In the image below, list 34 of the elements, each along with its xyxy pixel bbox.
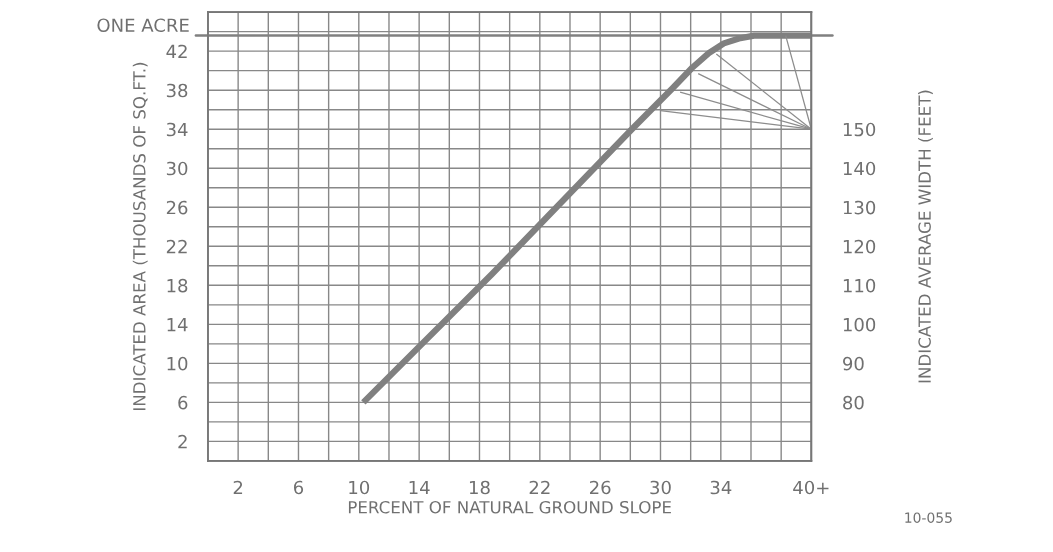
ref-line-label: ONE ACRE xyxy=(97,18,189,33)
y2-tick-label: 110 xyxy=(843,278,876,293)
x-tick-label: 22 xyxy=(529,480,550,495)
x-tick-label: 34 xyxy=(710,480,732,495)
x-tick-label: 18 xyxy=(469,480,490,495)
y-tick-label: 26 xyxy=(166,200,188,215)
y-tick-label: 6 xyxy=(178,395,188,410)
y-tick-label: 34 xyxy=(166,122,188,137)
y2-tick-label: 80 xyxy=(843,395,864,410)
y-tick-label: 30 xyxy=(166,161,188,176)
x-axis-title: PERCENT OF NATURAL GROUND SLOPE xyxy=(348,500,671,514)
y2-tick-label: 130 xyxy=(843,200,876,215)
y2-axis-title: INDICATED AVERAGE WIDTH (FEET) xyxy=(918,90,933,383)
y-tick-label: 42 xyxy=(166,44,187,59)
y-tick-label: 38 xyxy=(166,83,188,98)
y-tick-label: 18 xyxy=(167,278,188,293)
y-tick-label: 10 xyxy=(167,356,188,371)
y-axis-title: INDICATED AREA (THOUSANDS OF SQ.FT.) xyxy=(132,62,148,411)
x-tick-label: 6 xyxy=(293,480,304,495)
y-tick-label: 14 xyxy=(167,318,188,332)
x-tick-label: 30 xyxy=(650,480,671,495)
y-tick-label: 22 xyxy=(166,239,187,254)
x-tick-label: 14 xyxy=(409,480,430,495)
y2-tick-label: 140 xyxy=(843,161,876,176)
y2-tick-label: 150 xyxy=(843,122,876,137)
x-tick-label: 2 xyxy=(233,480,243,495)
y2-tick-label: 90 xyxy=(843,356,864,371)
x-tick-label: 40+ xyxy=(793,480,829,495)
y2-tick-label: 120 xyxy=(843,239,876,254)
y2-tick-label: 100 xyxy=(843,317,876,332)
y-tick-label: 2 xyxy=(178,434,187,449)
x-tick-label: 10 xyxy=(349,480,370,495)
x-tick-label: 26 xyxy=(589,480,611,495)
text: 10-055 xyxy=(905,512,952,523)
